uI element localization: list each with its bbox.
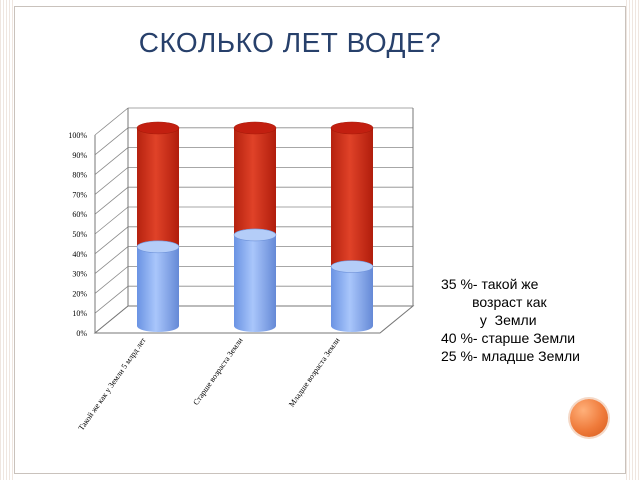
legend-line: 25 %- младше Земли — [441, 348, 580, 364]
orange-circle-decoration — [570, 399, 608, 437]
y-tick-label: 50% — [72, 230, 87, 239]
y-tick-label: 70% — [72, 190, 87, 199]
segment-boundary — [330, 260, 374, 273]
cylinder-top — [233, 121, 277, 135]
y-tick-label: 80% — [72, 171, 87, 180]
cylinder-segment — [331, 266, 373, 332]
cylinder-segment — [137, 128, 179, 253]
cylinder-top — [330, 121, 374, 135]
side-gridline — [94, 226, 129, 255]
y-tick-label: 0% — [76, 329, 87, 338]
slide-border — [14, 6, 626, 474]
category-label: Такой же как у Земли 5 млрд лет — [77, 336, 148, 433]
legend-line: 40 %- старше Земли — [441, 330, 576, 346]
cylinder-segment — [331, 128, 373, 273]
cylinder-segment — [137, 246, 179, 332]
side-gridline — [94, 167, 129, 195]
side-gridline — [94, 266, 129, 294]
side-gridline — [94, 127, 129, 156]
legend-text: 35 %- такой же возраст как у Земли 40 %-… — [441, 275, 631, 365]
y-tick-label: 100% — [68, 131, 87, 140]
y-tick-label: 40% — [72, 250, 87, 259]
side-gridline — [94, 285, 129, 314]
category-label: Младше возраста Земли — [287, 335, 342, 408]
segment-boundary — [136, 240, 180, 254]
y-tick-label: 20% — [72, 289, 87, 298]
side-gridline — [94, 147, 129, 175]
legend-line: у Земли — [441, 312, 537, 328]
slide-title: СКОЛЬКО ЛЕТ ВОДЕ? — [138, 27, 442, 58]
side-gridline — [94, 246, 129, 274]
y-tick-label: 90% — [72, 151, 87, 160]
y-tick-label: 30% — [72, 270, 87, 279]
y-tick-label: 10% — [72, 309, 87, 318]
side-gridline — [94, 186, 129, 215]
y-tick-label: 60% — [72, 210, 87, 219]
category-label: Старше возраста Земли — [191, 335, 245, 406]
left-edge-decoration — [0, 0, 14, 480]
cylinder-top — [136, 121, 180, 135]
side-gridline — [94, 107, 129, 136]
legend-line: возраст как — [441, 294, 547, 310]
legend-line: 35 %- такой же — [441, 276, 539, 292]
chart-floor — [93, 305, 415, 334]
segment-boundary — [233, 228, 277, 242]
cylinder-segment — [234, 128, 276, 241]
side-gridline — [94, 206, 129, 235]
right-edge-decoration — [626, 0, 640, 480]
cylinder-segment — [234, 234, 276, 332]
